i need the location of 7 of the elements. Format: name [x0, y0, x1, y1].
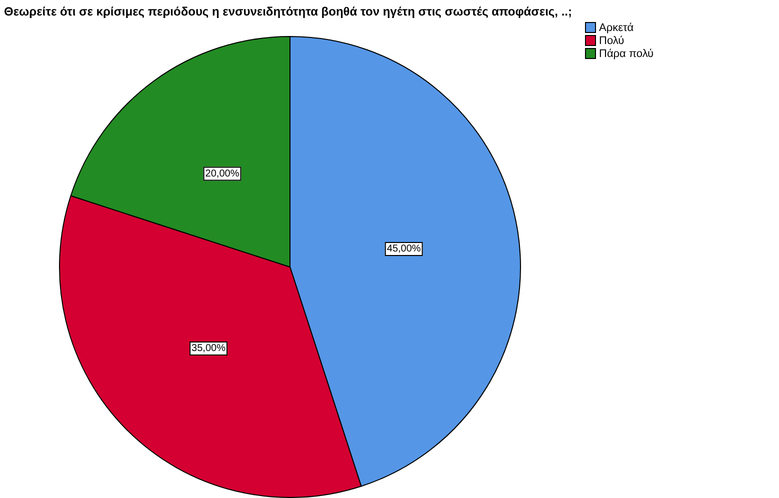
data-label: 35,00%: [192, 343, 226, 354]
legend-label: Πολύ: [599, 35, 624, 48]
chart-title: Θεωρείτε ότι σε κρίσιμες περιόδους η ενσυνειδητότητα βοηθά τον ηγέτη στις σωστές αποφάσεις, ..;: [4, 4, 572, 18]
legend-label: Αρκετά: [599, 22, 634, 34]
data-label: 45,00%: [386, 244, 421, 255]
data-label: 20,00%: [205, 168, 240, 180]
legend-label: Πάρα πολύ: [599, 48, 654, 60]
